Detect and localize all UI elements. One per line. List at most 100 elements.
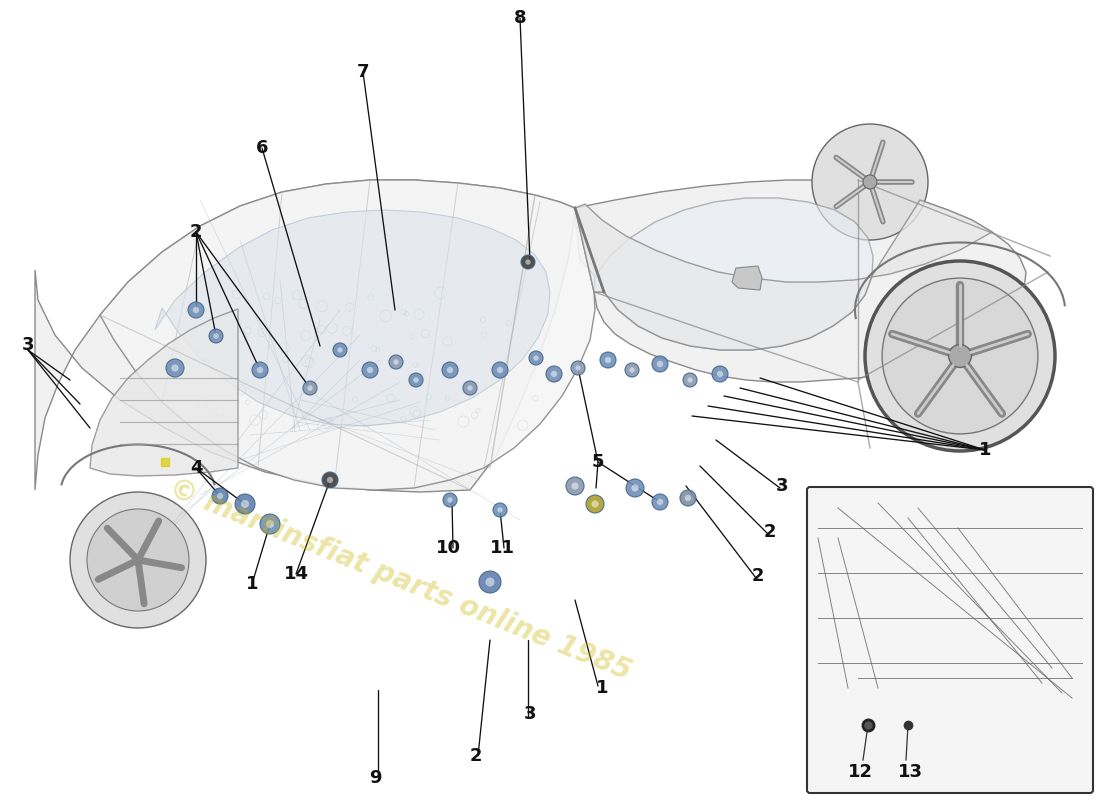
Text: 14: 14 [284, 565, 308, 583]
Circle shape [213, 334, 219, 338]
Circle shape [688, 378, 693, 382]
Text: 1: 1 [245, 575, 258, 593]
Circle shape [235, 494, 255, 514]
Circle shape [468, 386, 473, 390]
Text: 12: 12 [847, 763, 872, 781]
Circle shape [948, 345, 971, 367]
Text: 3: 3 [22, 336, 34, 354]
Circle shape [625, 363, 639, 377]
Circle shape [389, 355, 403, 369]
Circle shape [657, 361, 663, 367]
Polygon shape [575, 200, 992, 350]
Circle shape [188, 302, 204, 318]
Circle shape [571, 361, 585, 375]
Circle shape [192, 307, 199, 313]
Circle shape [571, 482, 579, 490]
Circle shape [463, 381, 477, 395]
Circle shape [307, 386, 312, 390]
Circle shape [497, 367, 503, 373]
Circle shape [70, 492, 206, 628]
Text: 2: 2 [763, 523, 777, 541]
Circle shape [629, 367, 635, 373]
Text: 13: 13 [898, 763, 923, 781]
Text: 1: 1 [979, 441, 991, 459]
Circle shape [529, 351, 543, 365]
Circle shape [448, 498, 453, 502]
Text: 9: 9 [368, 769, 382, 787]
Circle shape [394, 359, 398, 365]
Circle shape [865, 261, 1055, 451]
Circle shape [443, 493, 456, 507]
Circle shape [492, 362, 508, 378]
Text: 10: 10 [436, 539, 461, 557]
Circle shape [497, 507, 503, 513]
Circle shape [367, 367, 373, 373]
Text: 3: 3 [776, 477, 789, 495]
Circle shape [864, 175, 877, 189]
FancyBboxPatch shape [807, 487, 1093, 793]
Circle shape [217, 493, 223, 499]
Text: 1: 1 [596, 679, 608, 697]
Circle shape [685, 495, 691, 501]
Circle shape [362, 362, 378, 378]
Circle shape [680, 490, 696, 506]
Circle shape [551, 371, 557, 377]
Circle shape [409, 373, 424, 387]
Circle shape [447, 367, 453, 373]
Circle shape [414, 378, 419, 382]
Polygon shape [575, 180, 1026, 382]
Circle shape [241, 500, 249, 508]
Circle shape [478, 571, 500, 593]
Circle shape [575, 366, 581, 370]
Circle shape [252, 362, 268, 378]
Polygon shape [100, 180, 595, 490]
Text: © martinsfiat parts online 1985: © martinsfiat parts online 1985 [165, 474, 635, 686]
Circle shape [338, 347, 343, 353]
Circle shape [626, 479, 644, 497]
Circle shape [172, 364, 178, 371]
Circle shape [87, 509, 189, 611]
Circle shape [526, 259, 530, 265]
Circle shape [266, 520, 274, 528]
Text: 2: 2 [189, 223, 202, 241]
Circle shape [485, 578, 495, 586]
Circle shape [592, 501, 598, 508]
Circle shape [717, 371, 723, 377]
Circle shape [442, 362, 458, 378]
Text: 5: 5 [592, 453, 604, 471]
Polygon shape [90, 309, 238, 476]
Text: 8: 8 [514, 9, 526, 27]
Circle shape [322, 472, 338, 488]
Circle shape [882, 278, 1038, 434]
Text: 2: 2 [751, 567, 764, 585]
Circle shape [812, 124, 928, 240]
Circle shape [327, 477, 333, 483]
Polygon shape [35, 180, 580, 492]
Circle shape [600, 352, 616, 368]
Circle shape [586, 495, 604, 513]
Circle shape [546, 366, 562, 382]
Circle shape [260, 514, 280, 534]
Circle shape [257, 367, 263, 373]
Circle shape [212, 488, 228, 504]
Circle shape [566, 477, 584, 495]
Polygon shape [155, 210, 550, 426]
Text: 6: 6 [255, 139, 268, 157]
Circle shape [493, 503, 507, 517]
Circle shape [652, 494, 668, 510]
Circle shape [302, 381, 317, 395]
Text: 3: 3 [524, 705, 537, 723]
Circle shape [333, 343, 346, 357]
Polygon shape [594, 198, 873, 350]
Circle shape [657, 499, 663, 505]
Circle shape [605, 357, 612, 363]
Circle shape [534, 355, 539, 361]
Text: 7: 7 [356, 63, 370, 81]
Text: 2: 2 [470, 747, 482, 765]
Circle shape [166, 359, 184, 377]
Circle shape [209, 329, 223, 343]
Circle shape [521, 255, 535, 269]
Circle shape [652, 356, 668, 372]
Text: 4: 4 [189, 459, 202, 477]
Circle shape [712, 366, 728, 382]
